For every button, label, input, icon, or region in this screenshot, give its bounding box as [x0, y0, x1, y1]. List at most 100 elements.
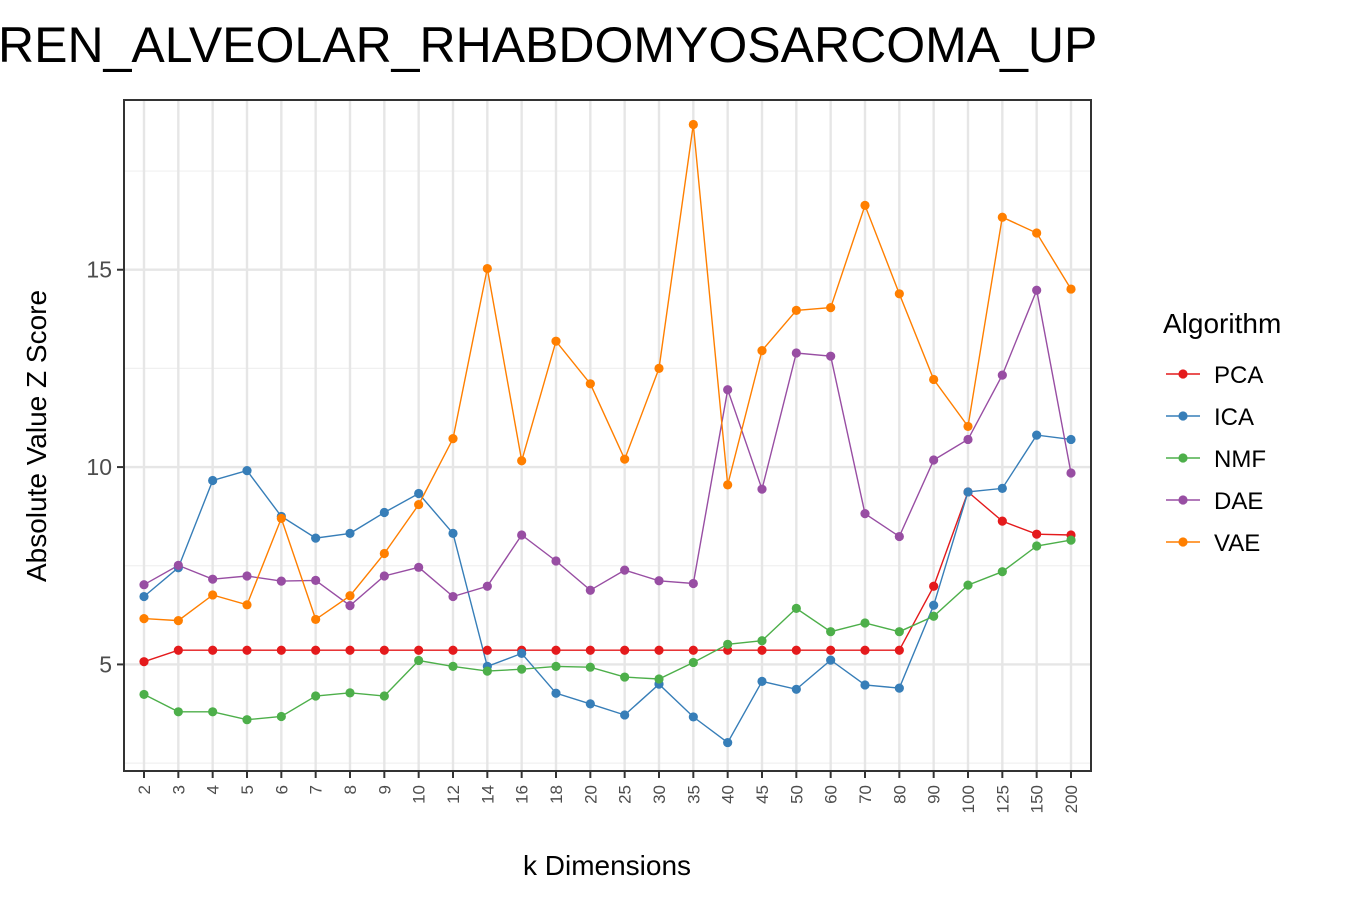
- data-point-vae: [208, 590, 218, 600]
- data-point-nmf: [208, 707, 218, 717]
- data-point-vae: [345, 591, 355, 601]
- data-point-pca: [482, 645, 492, 655]
- data-point-vae: [448, 434, 458, 444]
- legend-label-vae: VAE: [1214, 530, 1260, 557]
- data-point-ica: [791, 684, 801, 694]
- x-tick-label: 150: [1028, 785, 1047, 813]
- data-point-pca: [791, 645, 801, 655]
- data-point-pca: [826, 645, 836, 655]
- x-tick-label: 9: [375, 785, 394, 794]
- panel-border: [123, 99, 1092, 772]
- data-point-nmf: [929, 611, 939, 621]
- data-point-dae: [551, 556, 561, 566]
- data-point-nmf: [173, 707, 183, 717]
- legend-key-point-dae: [1178, 495, 1188, 505]
- x-tick-label: 200: [1062, 785, 1081, 813]
- data-point-dae: [688, 578, 698, 589]
- data-point-pca: [620, 645, 630, 655]
- data-point-nmf: [276, 711, 286, 722]
- data-point-nmf: [894, 627, 904, 637]
- x-tick-label: 16: [513, 785, 532, 804]
- data-point-nmf: [551, 661, 561, 672]
- legend-title: Algorithm: [1163, 308, 1281, 339]
- data-point-dae: [929, 455, 939, 465]
- data-point-nmf: [1032, 541, 1042, 551]
- data-point-nmf: [345, 688, 355, 698]
- data-point-dae: [654, 576, 664, 586]
- x-tick-label: 70: [856, 785, 875, 804]
- data-point-vae: [997, 212, 1007, 222]
- data-point-nmf: [311, 691, 321, 701]
- data-point-dae: [482, 581, 492, 591]
- x-tick-label: 8: [341, 785, 360, 794]
- x-tick-label: 35: [684, 785, 703, 804]
- series-line-vae: [143, 124, 1072, 622]
- data-point-vae: [276, 513, 286, 523]
- x-tick-label: 4: [204, 785, 223, 794]
- data-point-vae: [826, 303, 836, 313]
- data-point-dae: [345, 601, 355, 611]
- data-point-dae: [139, 580, 149, 590]
- data-point-pca: [1032, 529, 1042, 539]
- y-tick-label: 5: [99, 651, 112, 677]
- data-point-dae: [517, 530, 527, 540]
- data-point-ica: [345, 528, 355, 538]
- data-point-ica: [242, 466, 252, 476]
- data-point-nmf: [723, 639, 733, 649]
- legend-label-dae: DAE: [1214, 488, 1263, 515]
- legend-key-point-vae: [1178, 537, 1188, 547]
- data-point-vae: [379, 548, 389, 559]
- x-tick-label: 10: [410, 785, 429, 804]
- legend: Algorithm PCA ICA NMF DAE VAE: [1163, 308, 1281, 557]
- data-point-ica: [1066, 434, 1076, 445]
- data-point-dae: [173, 560, 183, 570]
- data-point-nmf: [242, 715, 252, 725]
- data-point-nmf: [826, 627, 836, 637]
- data-point-pca: [448, 645, 458, 655]
- data-point-dae: [963, 434, 973, 445]
- data-point-vae: [929, 374, 939, 385]
- y-axis-title: Absolute Value Z Score: [21, 290, 52, 582]
- data-point-dae: [242, 571, 252, 581]
- x-tick-label: 125: [993, 785, 1012, 813]
- data-point-pca: [585, 645, 595, 655]
- data-point-dae: [414, 562, 424, 572]
- data-point-nmf: [414, 655, 424, 666]
- data-point-dae: [997, 370, 1007, 380]
- x-tick-label: 40: [719, 785, 738, 804]
- data-point-pca: [860, 645, 870, 655]
- x-tick-label: 14: [478, 785, 497, 804]
- data-point-pca: [997, 516, 1007, 526]
- data-point-pca: [345, 645, 355, 655]
- data-point-dae: [860, 509, 870, 519]
- data-point-pca: [242, 645, 252, 655]
- data-point-ica: [997, 483, 1007, 493]
- data-point-ica: [414, 488, 424, 499]
- data-point-nmf: [139, 689, 149, 700]
- data-point-vae: [173, 616, 183, 626]
- data-point-dae: [723, 385, 733, 395]
- legend-key-point-ica: [1178, 411, 1188, 421]
- x-tick-label: 6: [272, 785, 291, 794]
- x-tick-label: 2: [135, 785, 154, 794]
- x-tick-label: 20: [581, 785, 600, 804]
- data-point-vae: [723, 480, 733, 490]
- legend-label-nmf: NMF: [1214, 446, 1266, 473]
- data-point-ica: [860, 680, 870, 690]
- data-point-vae: [482, 263, 492, 274]
- data-point-ica: [1032, 430, 1042, 440]
- data-point-nmf: [997, 567, 1007, 577]
- data-point-dae: [276, 576, 286, 586]
- chart-title: REN_ALVEOLAR_RHABDOMYOSARCOMA_UP: [0, 17, 1097, 73]
- data-point-pca: [688, 645, 698, 655]
- data-point-ica: [208, 475, 218, 486]
- y-tick-label: 15: [86, 257, 112, 283]
- data-point-pca: [276, 645, 286, 655]
- data-point-nmf: [791, 603, 801, 613]
- data-point-nmf: [482, 666, 492, 676]
- x-tick-label: 3: [169, 785, 188, 794]
- data-point-dae: [826, 351, 836, 361]
- series-line-dae: [143, 287, 1072, 607]
- data-point-pca: [311, 645, 321, 655]
